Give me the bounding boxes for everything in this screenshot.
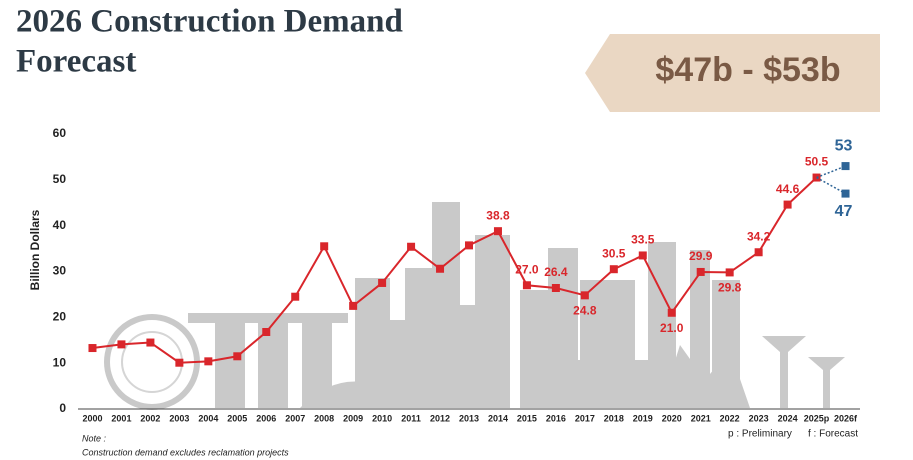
data-point xyxy=(88,344,97,353)
data-point xyxy=(291,292,300,301)
y-tick-label: 50 xyxy=(53,172,67,186)
y-tick-label: 10 xyxy=(53,355,67,369)
legend-entry: f : Forecast xyxy=(808,429,858,440)
data-label: 34.2 xyxy=(747,229,771,243)
x-tick-label: 2007 xyxy=(285,413,305,423)
banner xyxy=(585,34,880,112)
y-tick-label: 0 xyxy=(59,401,66,415)
data-label: 29.9 xyxy=(689,249,713,263)
data-point xyxy=(320,242,329,251)
data-point xyxy=(580,291,589,300)
x-tick-label: 2008 xyxy=(314,413,334,423)
data-point xyxy=(465,241,473,250)
note: Note : xyxy=(82,433,107,443)
data-label: 38.8 xyxy=(486,208,510,222)
x-tick-label: 2000 xyxy=(82,413,102,423)
chart-title: Forecast xyxy=(16,44,136,80)
x-tick-label: 2006 xyxy=(256,413,276,423)
data-point xyxy=(609,265,618,274)
data-label: 44.6 xyxy=(776,182,800,196)
forecast-label: 47 xyxy=(835,203,853,220)
data-point xyxy=(117,340,126,349)
data-label: 50.5 xyxy=(805,155,829,169)
x-tick-label: 2014 xyxy=(488,413,508,423)
data-point xyxy=(378,278,387,287)
data-label: 30.5 xyxy=(602,246,626,260)
x-tick-label: 2002 xyxy=(140,413,160,423)
skyline xyxy=(104,202,845,410)
data-point xyxy=(783,200,792,209)
data-point xyxy=(493,227,502,236)
x-tick-label: 2012 xyxy=(430,413,450,423)
banner-text: $47b - $53b xyxy=(655,51,840,89)
data-point xyxy=(754,248,763,257)
data-label: 29.8 xyxy=(718,281,742,295)
x-tick-label: 2004 xyxy=(198,413,218,423)
data-point xyxy=(204,357,213,366)
x-tick-label: 2026f xyxy=(834,413,858,423)
x-tick-label: 2023 xyxy=(749,413,769,423)
x-tick-label: 2003 xyxy=(169,413,189,423)
x-tick-label: 2024 xyxy=(778,413,798,423)
x-tick-label: 2009 xyxy=(343,413,363,423)
forecast-label: 53 xyxy=(835,137,853,154)
x-tick-label: 2015 xyxy=(517,413,537,423)
data-point xyxy=(233,352,242,361)
x-tick-label: 2025p xyxy=(804,413,830,423)
data-label: 33.5 xyxy=(631,233,655,247)
data-point xyxy=(551,284,560,292)
data-point xyxy=(262,328,271,336)
y-tick-label: 40 xyxy=(53,218,67,232)
x-tick-label: 2005 xyxy=(227,413,247,423)
series-line xyxy=(92,176,818,364)
data-point xyxy=(696,267,705,276)
data-point xyxy=(436,264,445,273)
y-tick-label: 60 xyxy=(53,126,67,140)
y-tick-label: 30 xyxy=(53,264,67,278)
y-axis-label: Billion Dollars xyxy=(28,209,42,290)
x-tick-label: 2011 xyxy=(401,413,421,423)
data-point xyxy=(349,301,358,310)
legend-entry: p : Preliminary xyxy=(728,429,792,440)
x-tick-label: 2022 xyxy=(720,413,740,423)
x-tick-label: 2020 xyxy=(662,413,682,423)
y-tick-label: 20 xyxy=(53,310,67,324)
data-point xyxy=(522,281,531,290)
x-tick-label: 2017 xyxy=(575,413,595,423)
data-label: 21.0 xyxy=(660,321,684,335)
x-tick-label: 2019 xyxy=(633,413,653,423)
x-tick-label: 2013 xyxy=(459,413,479,423)
forecast-connector xyxy=(816,176,846,195)
data-point xyxy=(407,242,416,251)
x-tick-label: 2010 xyxy=(372,413,392,423)
data-label: 27.0 xyxy=(515,262,539,276)
x-tick-label: 2021 xyxy=(691,413,711,423)
forecast-point xyxy=(841,189,850,198)
x-tick-label: 2016 xyxy=(546,413,566,423)
forecast-point xyxy=(841,162,850,171)
x-tick-label: 2001 xyxy=(111,413,131,423)
data-point xyxy=(146,338,155,347)
chart-title: 2026 Construction Demand xyxy=(16,4,403,40)
data-label: 24.8 xyxy=(573,304,597,318)
data-label: 26.4 xyxy=(544,265,568,279)
data-point xyxy=(667,308,676,317)
x-tick-label: 2018 xyxy=(604,413,624,423)
data-point xyxy=(725,268,734,277)
data-point xyxy=(638,251,647,260)
forecast-connector xyxy=(816,165,846,179)
note: Construction demand excludes reclamation… xyxy=(82,447,289,457)
data-point xyxy=(175,358,184,367)
